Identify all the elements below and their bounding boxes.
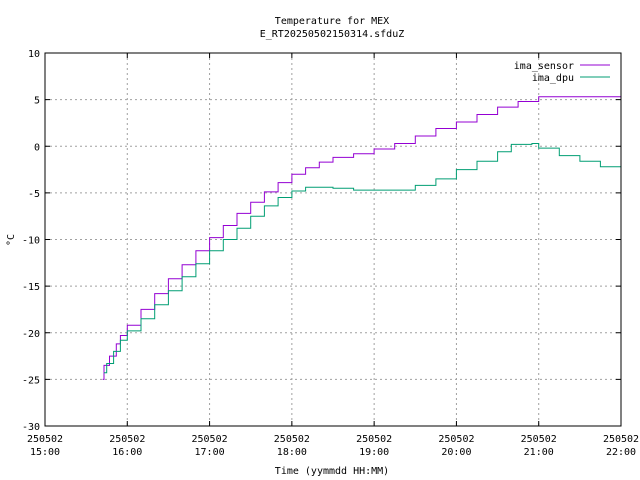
grid [45, 53, 621, 426]
x-tick-time-label: 20:00 [441, 447, 471, 458]
y-axis-label: °C [6, 234, 17, 246]
x-tick-date-label: 250502 [274, 434, 310, 445]
y-tick-label: -30 [22, 422, 40, 433]
plot-border [44, 52, 622, 427]
x-axis-label: Time (yymmdd HH:MM) [275, 466, 389, 477]
x-tick-time-label: 16:00 [112, 447, 142, 458]
axis-ticks: -30 -25 -20 -15 -10 -5 0 5 10 250502 15:00 250502 16… [22, 49, 639, 458]
y-tick-label: 5 [34, 96, 40, 107]
x-tick-time-label: 15:00 [30, 447, 60, 458]
x-tick-date-label: 250502 [356, 434, 392, 445]
series-line-ima_dpu [104, 143, 622, 374]
x-tick-time-label: 17:00 [195, 447, 225, 458]
y-tick-label: 0 [34, 142, 40, 153]
x-tick-date-label: 250502 [27, 434, 63, 445]
x-tick-date-label: 250502 [192, 434, 228, 445]
x-tick-time-label: 21:00 [524, 447, 554, 458]
x-tick-time-label: 19:00 [359, 447, 389, 458]
y-tick-label: -5 [28, 189, 40, 200]
y-tick-label: 10 [28, 49, 40, 60]
chart-subtitle: E_RT20250502150314.sfduZ [260, 29, 405, 40]
y-tick-label: -15 [22, 282, 40, 293]
y-tick-label: -10 [22, 236, 40, 247]
legend-label: ima_dpu [532, 73, 574, 84]
y-tick-label: -20 [22, 329, 40, 340]
x-tick-date-label: 250502 [603, 434, 639, 445]
x-tick-time-label: 18:00 [277, 447, 307, 458]
x-tick-date-label: 250502 [521, 434, 557, 445]
x-tick-date-label: 250502 [109, 434, 145, 445]
legend-label: ima_sensor [514, 61, 574, 72]
y-tick-label: -25 [22, 375, 40, 386]
series-line-ima_sensor [102, 96, 622, 380]
series-lines [102, 96, 622, 380]
x-tick-time-label: 22:00 [606, 447, 636, 458]
chart-title: Temperature for MEX [275, 16, 389, 27]
x-tick-date-label: 250502 [438, 434, 474, 445]
